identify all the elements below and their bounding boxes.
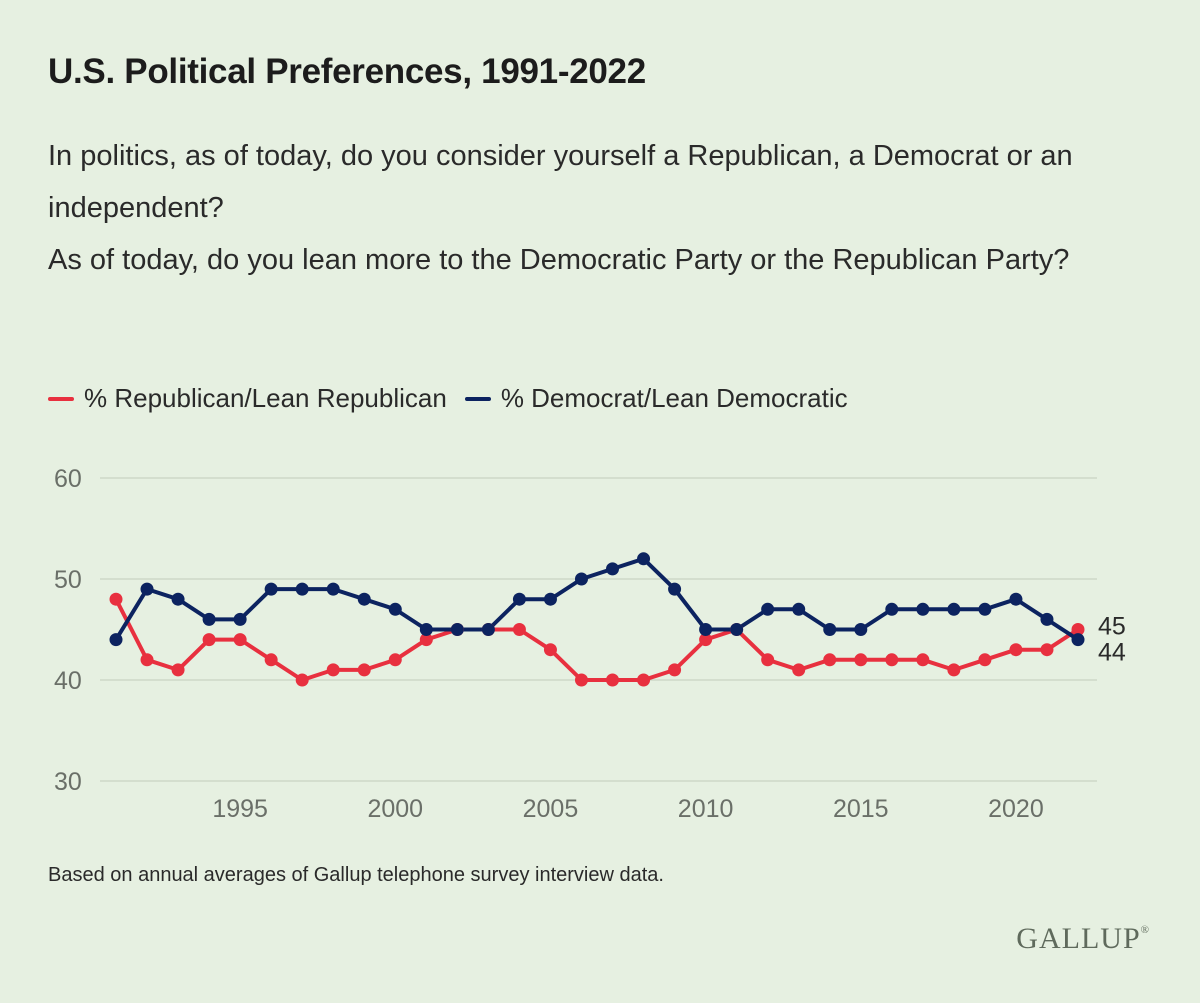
data-point-republican — [699, 633, 713, 647]
series-line-republican — [114, 597, 1080, 682]
data-point-democrat — [326, 582, 340, 596]
series-line-democrat — [114, 556, 1080, 642]
data-point-republican — [357, 663, 371, 677]
data-point-republican — [637, 673, 651, 687]
data-point-democrat — [637, 552, 651, 566]
registered-mark-icon: ® — [1140, 924, 1150, 936]
data-point-republican — [419, 633, 433, 647]
chart-title: U.S. Political Preferences, 1991-2022 — [48, 52, 646, 91]
data-point-democrat — [419, 623, 433, 636]
data-point-democrat — [1071, 633, 1085, 647]
data-point-republican — [668, 663, 682, 677]
data-point-democrat — [730, 623, 744, 636]
data-point-republican — [885, 653, 899, 667]
legend: % Republican/Lean Republican % Democrat/… — [48, 383, 866, 414]
data-point-democrat — [357, 592, 371, 606]
data-point-democrat — [668, 582, 682, 596]
legend-label-democrat: % Democrat/Lean Democratic — [500, 383, 848, 413]
y-tick-label: 60 — [54, 465, 82, 493]
data-point-democrat — [1009, 592, 1023, 606]
question-2: As of today, do you lean more to the Dem… — [48, 244, 1070, 276]
data-point-democrat — [481, 623, 495, 636]
data-point-democrat — [823, 623, 837, 636]
data-point-republican — [202, 633, 216, 647]
data-point-democrat — [512, 592, 526, 606]
data-point-republican — [109, 592, 123, 606]
end-label-democrat: 44 — [1098, 639, 1126, 667]
x-tick-label: 1995 — [212, 795, 268, 823]
legend-item-republican: % Republican/Lean Republican — [48, 383, 447, 414]
data-point-democrat — [574, 572, 588, 586]
data-point-democrat — [140, 582, 154, 596]
data-point-republican — [171, 663, 185, 677]
data-point-democrat — [543, 592, 557, 606]
data-point-republican — [1040, 643, 1054, 657]
data-point-republican — [823, 653, 837, 667]
data-point-republican — [792, 663, 806, 677]
data-point-democrat — [606, 562, 620, 576]
data-point-democrat — [171, 592, 185, 606]
question-1: In politics, as of today, do you conside… — [48, 140, 1073, 224]
data-point-republican — [574, 673, 588, 687]
data-point-democrat — [885, 602, 899, 616]
data-point-republican — [388, 653, 402, 667]
data-point-republican — [295, 673, 309, 687]
data-point-republican — [854, 653, 868, 667]
data-point-republican — [140, 653, 154, 667]
y-tick-label: 50 — [54, 566, 82, 594]
data-point-democrat — [264, 582, 278, 596]
legend-item-democrat: % Democrat/Lean Democratic — [464, 383, 848, 414]
data-point-republican — [1009, 643, 1023, 657]
data-point-democrat — [761, 602, 775, 616]
legend-swatch-republican — [48, 396, 74, 401]
data-point-democrat — [202, 612, 216, 626]
data-point-democrat — [916, 602, 930, 616]
y-tick-label: 30 — [54, 768, 82, 796]
footnote: Based on annual averages of Gallup telep… — [48, 864, 664, 886]
data-point-democrat — [699, 623, 713, 636]
legend-label-republican: % Republican/Lean Republican — [84, 383, 447, 413]
data-point-republican — [264, 653, 278, 667]
data-point-democrat — [450, 623, 464, 636]
data-point-democrat — [233, 612, 247, 626]
data-point-republican — [1071, 623, 1085, 636]
gallup-logo-text: GALLUP — [1016, 922, 1141, 955]
x-tick-label: 2015 — [833, 795, 889, 823]
x-tick-label: 2010 — [678, 795, 734, 823]
x-tick-label: 2020 — [988, 795, 1044, 823]
data-point-republican — [947, 663, 961, 677]
data-point-democrat — [978, 602, 992, 616]
data-point-republican — [512, 623, 526, 636]
end-label-republican: 45 — [1098, 613, 1126, 641]
data-point-republican — [543, 643, 557, 657]
data-point-republican — [916, 653, 930, 667]
x-tick-label: 2005 — [523, 795, 579, 823]
x-tick-label: 2000 — [367, 795, 423, 823]
data-point-republican — [326, 663, 340, 677]
data-point-republican — [233, 633, 247, 647]
data-point-democrat — [388, 602, 402, 616]
legend-swatch-democrat — [464, 396, 491, 401]
data-point-democrat — [109, 633, 123, 647]
gallup-logo: GALLUP® — [1016, 922, 1150, 956]
data-point-democrat — [792, 602, 806, 616]
data-point-republican — [761, 653, 775, 667]
data-point-democrat — [947, 602, 961, 616]
y-tick-label: 40 — [54, 667, 82, 695]
chart-subtitle: In politics, as of today, do you conside… — [48, 130, 1158, 286]
data-point-republican — [606, 673, 620, 687]
data-point-democrat — [854, 623, 868, 636]
data-point-democrat — [1040, 612, 1054, 626]
data-point-republican — [978, 653, 992, 667]
data-point-democrat — [295, 582, 309, 596]
